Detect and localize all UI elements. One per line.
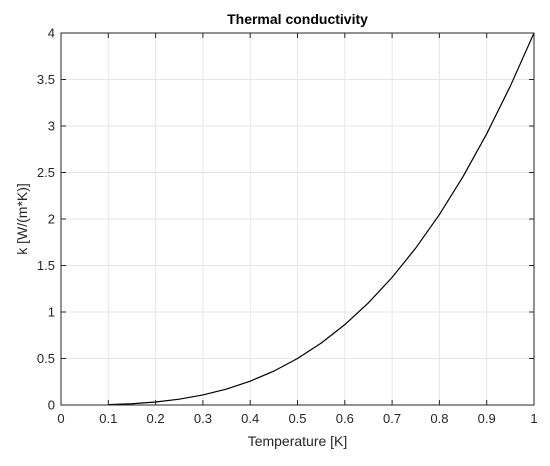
y-tick-label: 1.5 [37,258,55,273]
x-tick-label: 0.2 [147,411,165,426]
x-tick-label: 0.6 [336,411,354,426]
y-tick-label: 2 [48,212,55,227]
x-tick-label: 0.1 [99,411,117,426]
y-tick-label: 1 [48,305,55,320]
y-tick-label: 3.5 [37,72,55,87]
series-line-0 [108,32,535,406]
x-tick-label: 0.5 [288,411,306,426]
x-tick-label: 0 [57,411,64,426]
x-tick-label: 0.8 [430,411,448,426]
x-tick-label: 0.9 [478,411,496,426]
y-tick-label: 0 [48,398,55,413]
x-tick-label: 1 [530,411,537,426]
x-tick-label: 0.3 [194,411,212,426]
y-axis-label: k [W/(m*K)] [14,183,30,255]
chart-title: Thermal conductivity [227,11,368,27]
series-layer [108,32,535,406]
y-tick-label: 0.5 [37,351,55,366]
tick-labels: 0 0.1 0.2 0.3 0.4 0.5 0.6 0.7 0.8 0.9 1 0 0.5 1 1.5 2 2.… [37,26,538,427]
y-tick-label: 2.5 [37,165,55,180]
y-tick-label: 4 [48,26,55,41]
x-tick-label: 0.7 [383,411,401,426]
tick-marks [60,32,535,406]
x-tick-label: 0.4 [241,411,259,426]
x-axis-label: Temperature [K] [248,433,348,449]
y-tick-label: 3 [48,119,55,134]
